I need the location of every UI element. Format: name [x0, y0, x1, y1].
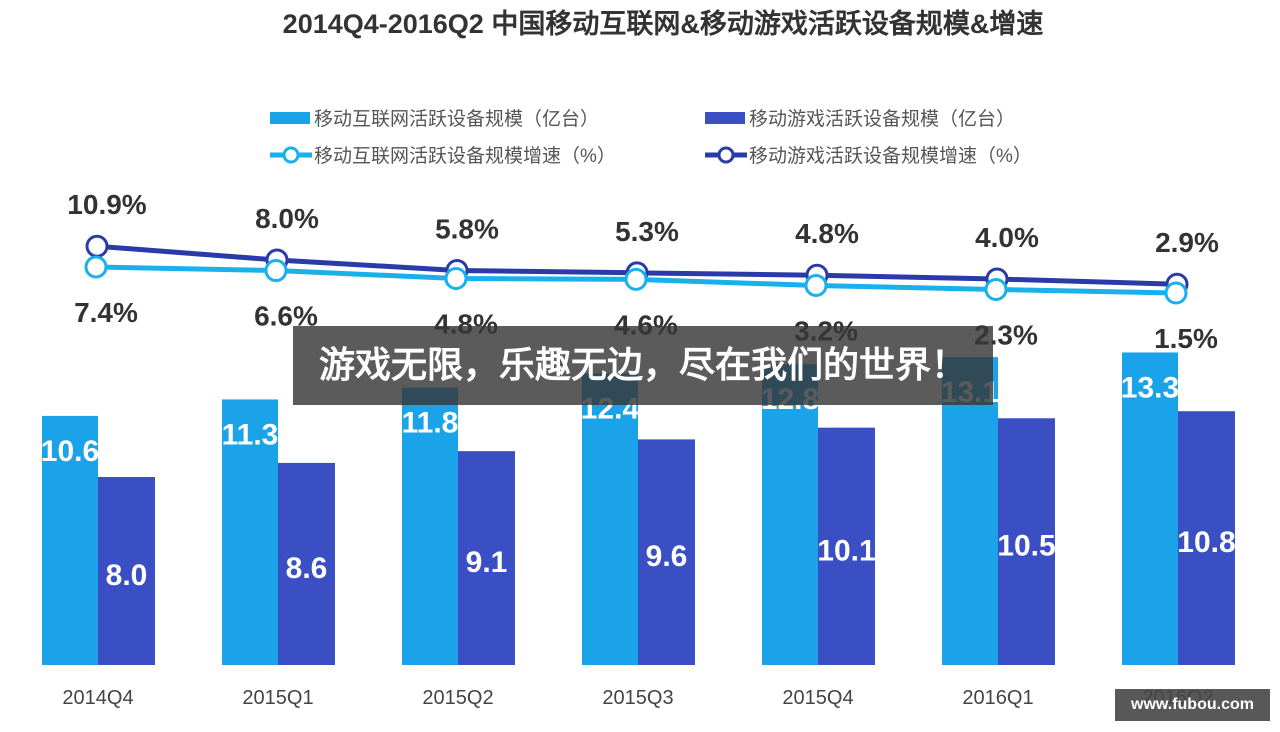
- x-tick-label: 2015Q2: [422, 687, 493, 709]
- line-point: [1164, 281, 1188, 305]
- bar: [222, 399, 278, 665]
- growth-label: 5.8%: [435, 213, 499, 244]
- growth-label: 1.5%: [1154, 323, 1218, 354]
- x-axis-labels: 2014Q42015Q12015Q22015Q32015Q42016Q12016…: [62, 687, 1213, 709]
- bar: [998, 418, 1055, 665]
- x-tick-label: 2015Q1: [242, 687, 313, 709]
- x-tick-label: 2015Q4: [782, 687, 853, 709]
- bar-value-label: 10.8: [1177, 526, 1235, 559]
- legend-swatch: [705, 112, 745, 124]
- bar-value-label: 9.1: [466, 546, 508, 579]
- bar: [638, 439, 695, 665]
- growth-label: 7.4%: [74, 297, 138, 328]
- legend-marker: [282, 146, 300, 164]
- bar: [762, 364, 818, 665]
- bar-value-label: 10.5: [997, 530, 1055, 563]
- growth-label: 8.0%: [255, 203, 319, 234]
- chart-title: 2014Q4-2016Q2 中国移动互联网&移动游戏活跃设备规模&增速: [283, 8, 1044, 39]
- growth-label: 4.0%: [975, 222, 1039, 253]
- bar-value-label: 10.1: [817, 534, 875, 567]
- legend-label: 移动互联网活跃设备规模增速（%）: [314, 145, 616, 167]
- line-point: [84, 255, 108, 279]
- bar-value-label: 11.8: [402, 407, 459, 440]
- line-point: [984, 277, 1008, 301]
- bar-value-label: 13.3: [1121, 371, 1179, 404]
- overlay-banner: 游戏无限，乐趣无边，尽在我们的世界！: [293, 326, 993, 405]
- line-point: [264, 259, 288, 283]
- bar: [942, 357, 998, 665]
- line-point: [85, 234, 109, 258]
- legend-swatch: [270, 112, 310, 124]
- x-tick-label: 2016Q1: [962, 687, 1033, 709]
- growth-label: 4.8%: [795, 218, 859, 249]
- bar: [98, 477, 155, 665]
- bar-value-label: 8.0: [106, 559, 148, 592]
- bar: [42, 415, 98, 665]
- bar: [402, 387, 458, 665]
- watermark: www.fubou.com: [1115, 689, 1270, 721]
- bar: [582, 373, 638, 665]
- growth-label: 10.9%: [67, 189, 146, 220]
- bar: [278, 462, 335, 665]
- legend: 移动互联网活跃设备规模（亿台） 移动游戏活跃设备规模（亿台） 移动互联网活跃设备规模…: [270, 108, 1032, 167]
- line-point: [624, 267, 648, 291]
- growth-label: 2.9%: [1155, 227, 1219, 258]
- bar: [818, 427, 875, 665]
- line-point: [444, 266, 468, 290]
- legend-marker: [717, 146, 735, 164]
- legend-label: 移动游戏活跃设备规模（亿台）: [749, 108, 1015, 130]
- bar: [1122, 352, 1178, 665]
- bars: 10.611.311.812.412.813.113.38.08.69.19.6…: [41, 352, 1236, 665]
- bar-value-label: 8.6: [286, 552, 328, 585]
- line-point: [804, 274, 828, 298]
- legend-label: 移动互联网活跃设备规模（亿台）: [314, 108, 599, 130]
- bar-value-label: 9.6: [646, 540, 688, 573]
- bar-value-label: 10.6: [41, 435, 99, 468]
- x-tick-label: 2015Q3: [602, 687, 673, 709]
- bar: [1178, 411, 1235, 665]
- growth-label: 5.3%: [615, 216, 679, 247]
- legend-label: 移动游戏活跃设备规模增速（%）: [749, 145, 1032, 167]
- x-tick-label: 2014Q4: [62, 687, 133, 709]
- bar-value-label: 11.3: [222, 418, 279, 451]
- bar: [458, 451, 515, 665]
